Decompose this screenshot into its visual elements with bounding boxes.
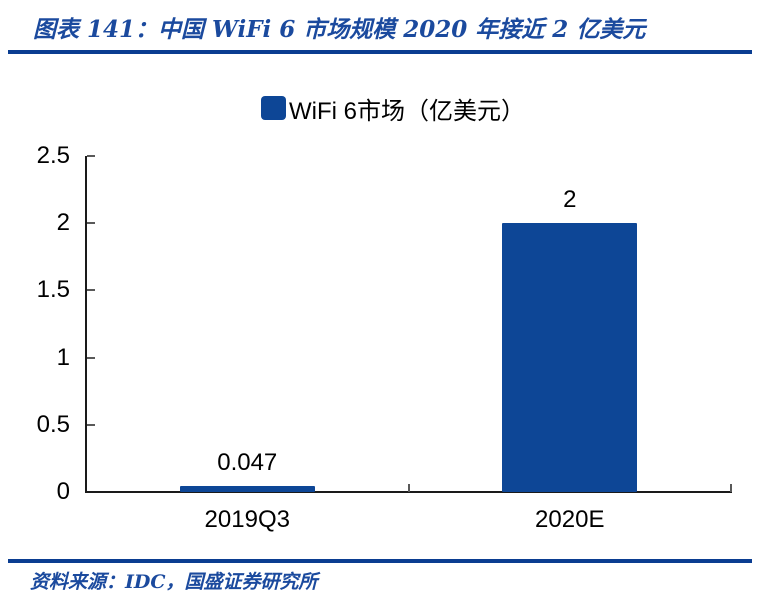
title-rule bbox=[8, 50, 752, 54]
y-axis-line bbox=[85, 156, 87, 493]
bar-2019Q3 bbox=[179, 486, 315, 492]
figure-title: 图表 141：中国 WiFi 6 市场规模 2020 年接近 2 亿美元 bbox=[33, 16, 646, 43]
x-axis-line bbox=[85, 491, 732, 493]
y-tick-mark bbox=[87, 423, 95, 426]
x-category-label: 2020E bbox=[535, 506, 605, 533]
footer-rule bbox=[8, 559, 752, 563]
y-tick-mark bbox=[87, 222, 95, 225]
y-tick-label: 2 bbox=[56, 209, 70, 237]
y-tick-mark bbox=[87, 356, 95, 359]
data-label: 2 bbox=[563, 186, 577, 213]
x-category-label: 2019Q3 bbox=[204, 506, 290, 533]
legend-label: WiFi 6市场（亿美元） bbox=[289, 97, 525, 125]
y-tick-mark bbox=[87, 155, 95, 157]
chart-legend: WiFi 6市场（亿美元） bbox=[261, 94, 525, 125]
x-tick-mark bbox=[407, 484, 410, 492]
y-tick-label: 0.5 bbox=[36, 410, 70, 438]
y-tick-mark bbox=[87, 289, 95, 292]
legend-swatch-icon bbox=[261, 96, 286, 120]
source-note: 资料来源：IDC，国盛证券研究所 bbox=[30, 571, 318, 593]
y-tick-label: 0 bbox=[56, 478, 70, 505]
y-tick-label: 1.5 bbox=[36, 276, 70, 304]
y-tick-label: 1 bbox=[56, 343, 70, 371]
data-label: 0.047 bbox=[217, 449, 278, 476]
bar-2020E bbox=[502, 223, 638, 492]
x-tick-mark bbox=[730, 484, 732, 492]
y-tick-label: 2.5 bbox=[36, 142, 70, 169]
